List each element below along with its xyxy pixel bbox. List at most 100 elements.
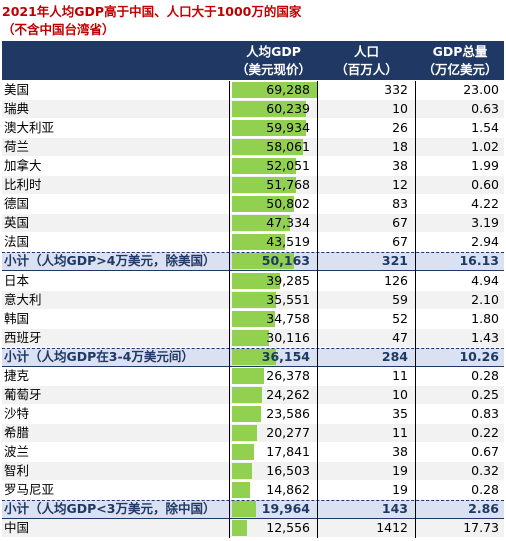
subtotal-border-bottom <box>2 365 504 367</box>
gdp-per-capita-value: 50,802 <box>266 196 310 212</box>
population-value: 59 <box>392 291 408 307</box>
gdp-per-capita-value: 39,285 <box>266 272 310 288</box>
gdp-per-capita-value: 30,116 <box>266 329 310 345</box>
table-row: 希腊 20,277 11 0.22 <box>2 423 504 442</box>
population-value: 143 <box>381 501 408 517</box>
gdp-total-value: 0.25 <box>471 386 499 402</box>
table-row: 美国 69,288 332 23.00 <box>2 81 504 99</box>
gdp-per-capita-bar <box>232 520 248 537</box>
subtotal-row: 小计（人均GDP在3-4万美元间） 36,154 284 10.26 <box>2 347 504 366</box>
gdp-total-value: 2.86 <box>468 501 499 517</box>
gdp-per-capita-bar <box>232 348 277 365</box>
table-row: 日本 39,285 126 4.94 <box>2 272 504 290</box>
table-row: 韩国 34,758 52 1.80 <box>2 310 504 328</box>
country-name: 小计（人均GDP在3-4万美元间） <box>4 348 194 364</box>
population-value: 12 <box>392 177 408 193</box>
table-row: 瑞典 60,239 10 0.63 <box>2 100 504 119</box>
table-row: 罗马尼亚 14,862 19 0.28 <box>2 481 504 499</box>
table-row: 葡萄牙 24,262 10 0.25 <box>2 385 504 404</box>
gdp-per-capita-bar <box>232 158 296 175</box>
country-name: 希腊 <box>4 424 30 440</box>
gdp-per-capita-bar <box>232 386 262 403</box>
table-row: 法国 43,519 67 2.94 <box>2 233 504 251</box>
gdp-total-value: 17.73 <box>463 520 499 536</box>
country-name: 中国 <box>4 520 30 536</box>
gdp-per-capita-bar <box>232 120 306 137</box>
subtotal-border-bottom <box>2 518 504 520</box>
gdp-total-value: 0.32 <box>471 463 499 478</box>
country-name: 西班牙 <box>4 329 42 345</box>
gdp-per-capita-value: 58,061 <box>266 139 310 155</box>
gdp-per-capita-bar <box>232 405 261 422</box>
gdp-per-capita-value: 35,551 <box>266 291 310 307</box>
country-name: 小计（人均GDP>4万美元，除美国） <box>4 253 216 269</box>
gdp-total-value: 1.43 <box>471 329 499 345</box>
gdp-total-value: 0.28 <box>471 367 499 383</box>
subtotal-border-top <box>2 252 504 254</box>
country-name: 意大利 <box>4 291 42 307</box>
gdp-per-capita-bar <box>232 82 317 98</box>
gdp-per-capita-bar <box>232 482 251 499</box>
subtotal-border-top <box>2 500 504 502</box>
gdp-per-capita-bar <box>232 310 275 327</box>
country-name: 荷兰 <box>4 139 30 155</box>
gdp-per-capita-value: 43,519 <box>266 234 310 250</box>
table-row: 荷兰 58,061 18 1.02 <box>2 138 504 157</box>
header-gdp-per-capita-line2: （美元现价） <box>235 61 311 77</box>
gdp-total-value: 16.13 <box>459 253 499 269</box>
gdp-per-capita-value: 47,334 <box>266 215 310 231</box>
population-value: 321 <box>381 253 408 269</box>
subtotal-row: 小计（人均GDP<3万美元，除中国） 19,964 143 2.86 <box>2 500 504 519</box>
gdp-total-value: 1.80 <box>471 310 499 326</box>
country-name: 德国 <box>4 196 30 212</box>
gdp-per-capita-value: 17,841 <box>266 443 310 459</box>
table-row: 中国 12,556 1412 17.73 <box>2 519 504 538</box>
header-gdp-per-capita-line1: 人均GDP <box>246 43 301 59</box>
table-row: 加拿大 52,051 38 1.99 <box>2 157 504 175</box>
header-gdp-total-line2: （万亿美元） <box>422 61 498 77</box>
gdp-per-capita-value: 50,163 <box>261 253 310 269</box>
gdp-per-capita-value: 20,277 <box>266 424 310 440</box>
gdp-total-value: 4.22 <box>471 196 499 212</box>
country-name: 美国 <box>4 82 30 97</box>
population-value: 11 <box>392 367 408 383</box>
column-divider <box>317 81 318 539</box>
population-value: 332 <box>384 82 408 97</box>
gdp-total-value: 0.22 <box>471 424 499 440</box>
table-row: 意大利 35,551 59 2.10 <box>2 290 504 309</box>
table-row: 英国 47,334 67 3.19 <box>2 214 504 233</box>
column-divider <box>415 81 416 539</box>
table-row: 比利时 51,768 12 0.60 <box>2 176 504 195</box>
country-name: 瑞典 <box>4 101 30 117</box>
population-value: 19 <box>392 482 408 498</box>
gdp-per-capita-value: 51,768 <box>266 177 310 193</box>
country-name: 罗马尼亚 <box>4 482 55 498</box>
title-line-2: （不含中国台湾省） <box>2 22 115 37</box>
gdp-total-value: 0.67 <box>471 443 499 459</box>
gdp-total-value: 2.94 <box>471 234 499 250</box>
population-value: 126 <box>384 272 408 288</box>
population-value: 18 <box>392 139 408 155</box>
gdp-total-value: 1.54 <box>471 120 499 136</box>
population-value: 11 <box>392 424 408 440</box>
gdp-total-value: 2.10 <box>471 291 499 307</box>
subtotal-border-bottom <box>2 270 504 272</box>
table-row: 西班牙 30,116 47 1.43 <box>2 328 504 347</box>
population-value: 26 <box>392 120 408 136</box>
gdp-per-capita-value: 34,758 <box>266 310 310 326</box>
gdp-per-capita-bar <box>232 424 257 441</box>
gdp-total-value: 0.28 <box>471 482 499 498</box>
population-value: 83 <box>392 196 408 212</box>
country-name: 日本 <box>4 272 30 288</box>
header-gdp-total-line1: GDP总量 <box>432 43 488 59</box>
gdp-per-capita-value: 19,964 <box>261 501 310 517</box>
population-value: 38 <box>392 443 408 459</box>
country-name: 韩国 <box>4 310 30 326</box>
gdp-per-capita-bar <box>232 196 295 213</box>
gdp-per-capita-value: 60,239 <box>266 101 310 117</box>
gdp-total-value: 23.00 <box>463 82 499 97</box>
gdp-total-value: 4.94 <box>471 272 499 288</box>
gdp-per-capita-bar <box>232 367 265 384</box>
gdp-total-value: 1.99 <box>471 158 499 174</box>
gdp-per-capita-bar <box>232 329 269 346</box>
